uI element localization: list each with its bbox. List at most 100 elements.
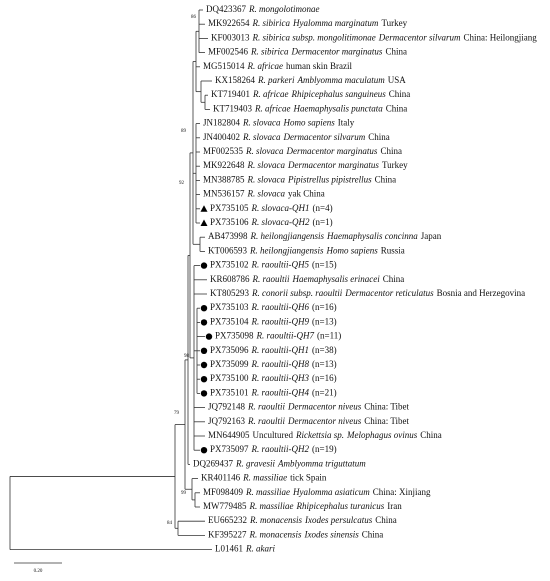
leaf-label: JN182804 R. slovaca Homo sapiens Italy <box>203 118 355 128</box>
circle-marker <box>205 333 213 340</box>
leaf-label: MG515014 R. africae human skin Brazil <box>203 61 353 71</box>
label-part: Japan <box>421 231 442 241</box>
accession: KF003013 <box>211 32 250 42</box>
label-part: Rhipicephalus sanguineus <box>291 89 387 99</box>
label-part: Homo sapiens <box>326 245 379 255</box>
label-part: China <box>386 103 408 113</box>
label-part: Haemaphysalis punctata <box>293 103 384 113</box>
leaf-label: PX735099 R. raoultii-QH8 (n=13) <box>210 359 337 369</box>
circle-marker <box>200 390 208 397</box>
label-part: China <box>389 89 411 99</box>
leaf-label: KR401146 R. massiliae tick Spain <box>201 473 327 483</box>
accession: MF002546 <box>208 47 249 57</box>
bootstrap-value: 92 <box>179 181 185 186</box>
label-part: R. gravesii <box>235 458 275 468</box>
label-part: (n=1) <box>313 217 333 227</box>
scale-label: 0.20 <box>34 569 43 574</box>
leaf-label: MK922648 R. slovaca Dermacentor marginatus… <box>203 160 408 170</box>
label-part: (n=16) <box>312 302 337 312</box>
label-part: R. akari <box>245 544 275 554</box>
accession: PX735103 <box>210 302 249 312</box>
accession: MN536157 <box>203 189 245 199</box>
leaf-label: AB473998 R. heilongjiangensis Haemaphysali… <box>208 231 442 241</box>
label-part: tick Spain <box>290 473 327 483</box>
leaf-label: KF395227 R. monacensis Ixodes sinensis Chin… <box>208 529 383 539</box>
leaf-label: JN400402 R. slovaca Dermacentor silvarum Ch… <box>203 132 390 142</box>
label-part: R. massiliae <box>249 501 294 511</box>
leaf-label: MW779485 R. massiliae Rhipicephalus turani… <box>203 501 402 511</box>
label-part: Dermacentor reticulatus <box>344 288 434 298</box>
label-part: USA <box>388 75 407 85</box>
leaf-label: MF098409 R. massiliae Hyalomma asiaticum Ch… <box>203 487 431 497</box>
accession: MK922648 <box>203 160 245 170</box>
accession: DQ269437 <box>193 458 233 468</box>
leaf-label: JQ792163 R. raoultii Dermacentor niveus Chi… <box>208 416 410 426</box>
label-part: China: Xinjiang <box>373 487 431 497</box>
label-part: (n=19) <box>312 444 337 454</box>
leaf-label: KF003013 R. sibirica subsp. mongolitimona… <box>211 32 537 42</box>
accession: PX735097 <box>210 444 249 454</box>
accession: MF002535 <box>203 146 244 156</box>
accession: KT719401 <box>211 89 250 99</box>
label-part: R. monacensis <box>249 529 302 539</box>
label-part: Dermacentor marginatus <box>286 146 378 156</box>
label-part: Haemaphysalis concinna <box>326 231 418 241</box>
accession: AB473998 <box>208 231 248 241</box>
label-part: Rickettsia sp. <box>295 430 344 440</box>
label-part: Turkey <box>381 18 407 28</box>
triangle-marker <box>200 219 208 226</box>
leaf-label: MN388785 R. slovaca Pipistrellus pipistrel… <box>203 174 396 184</box>
label-part: R. raoultii <box>247 402 286 412</box>
leaf-label: PX735097 R. raoultii-QH2 (n=19) <box>210 444 337 454</box>
leaf-label: PX735105 R. slovaca-QH1 (n=4) <box>210 203 333 213</box>
leaf-label: EU665232 R. monacensis Ixodes persulcatus C… <box>208 515 397 525</box>
accession: KT719403 <box>213 103 252 113</box>
label-part: (n=16) <box>312 373 337 383</box>
label-part: (n=13) <box>312 359 337 369</box>
leaf-label: KT006593 R. heilongjiangensis Homo sapiens… <box>208 245 405 255</box>
accession: PX735096 <box>210 345 249 355</box>
label-part: (n=15) <box>312 260 337 270</box>
label-part: yak China <box>288 189 325 199</box>
label-part: China: Tibet <box>364 416 409 426</box>
label-part: R. slovaca <box>247 160 286 170</box>
leaf-label: PX735101 R. raoultii-QH4 (n=21) <box>210 387 337 397</box>
label-part: R. raoultii-QH2 <box>251 444 310 454</box>
leaf-label: KR608786 R. raoultii Haemaphysalis erinace… <box>210 274 404 284</box>
label-part: R. slovaca <box>247 189 286 199</box>
label-part: Ixodes sinensis <box>304 529 360 539</box>
accession: PX735105 <box>210 203 249 213</box>
circle-marker <box>200 447 208 454</box>
label-part: R. slovaca-QH2 <box>251 217 310 227</box>
accession: EU665232 <box>208 515 247 525</box>
leaf-label: DQ269437 R. gravesii Amblyomma triguttatum <box>193 458 366 468</box>
label-part: R. raoultii-QH7 <box>256 331 315 341</box>
accession: PX735101 <box>210 387 249 397</box>
label-part: Melophagus ovinus <box>346 430 418 440</box>
label-part: R. slovaca <box>242 132 281 142</box>
label-part: R. raoultii <box>252 274 291 284</box>
label-part: R. sibirica subsp. mongolitimonae <box>252 32 376 42</box>
bootstrap-value: 99 <box>181 491 187 496</box>
label-part: China <box>375 515 397 525</box>
label-part: R. africae <box>247 61 284 71</box>
label-part: Dermacentor marginatus <box>291 47 383 57</box>
label-part: China <box>368 132 390 142</box>
label-part: R. massiliae <box>242 473 287 483</box>
label-part: R. raoultii-QH3 <box>251 373 310 383</box>
label-part: R. monacensis <box>249 515 302 525</box>
label-part: Turkey <box>382 160 408 170</box>
accession: PX735099 <box>210 359 249 369</box>
accession: JQ792163 <box>208 416 246 426</box>
accession: MG515014 <box>203 61 245 71</box>
label-part: Bosnia and Herzegovina <box>437 288 525 298</box>
label-part: R. slovaca-QH1 <box>251 203 310 213</box>
label-part: R. raoultii <box>247 416 286 426</box>
accession: PX735098 <box>215 331 254 341</box>
label-part: R. slovaca <box>242 118 281 128</box>
leaf-label: PX735096 R. raoultii-QH1 (n=38) <box>210 345 337 355</box>
accession: MW779485 <box>203 501 247 511</box>
bootstrap-value: 89 <box>181 129 187 134</box>
label-part: Haemaphysalis erinacei <box>292 274 381 284</box>
